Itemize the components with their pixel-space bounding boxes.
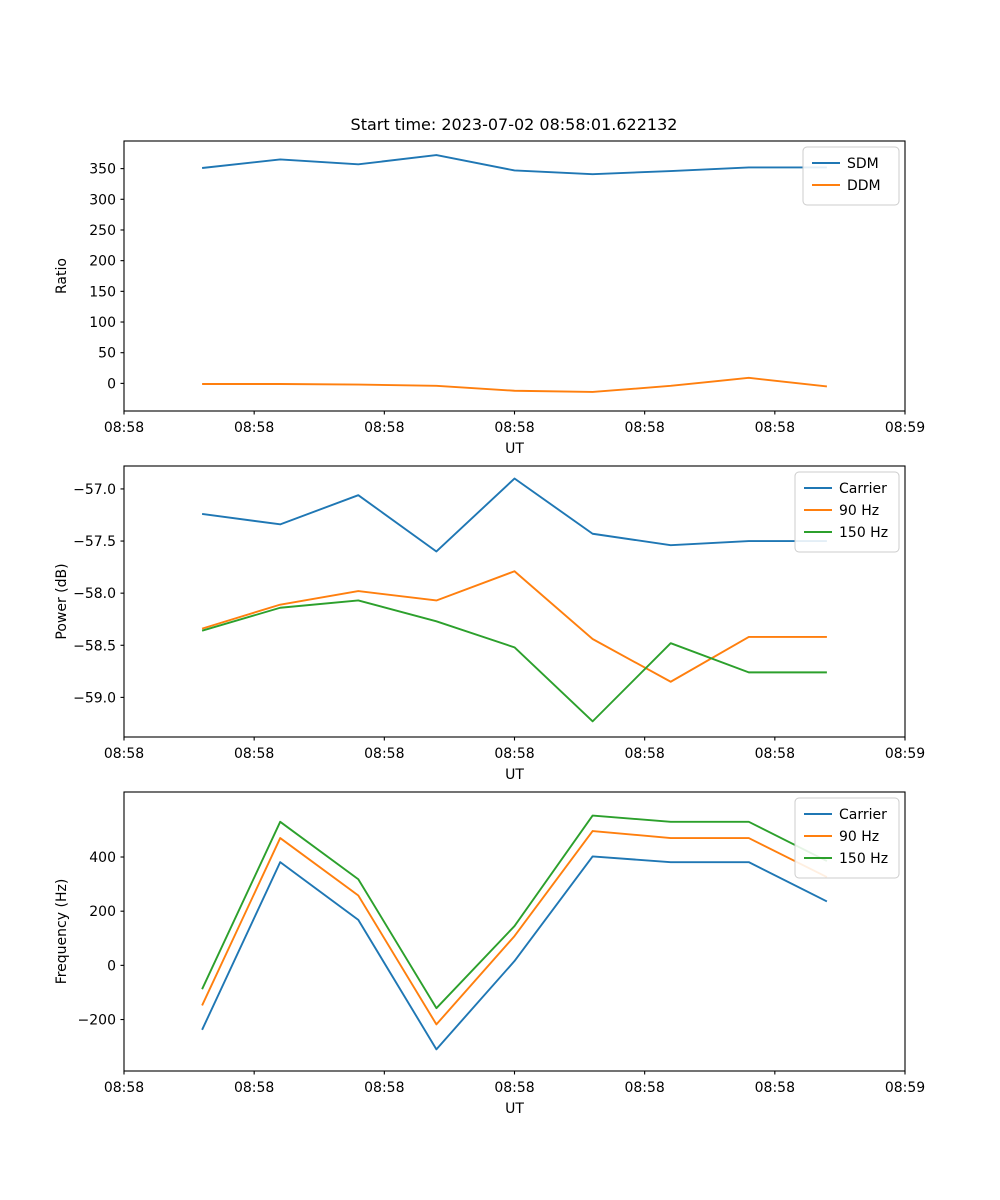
x-tick-label: 08:58 — [494, 420, 534, 436]
series-line-ddm — [202, 376, 828, 393]
data-lines — [201, 477, 827, 723]
legend-label-90-hz: 90 Hz — [839, 829, 879, 845]
y-tick-label: 0 — [107, 958, 116, 974]
x-tick-label: 08:58 — [234, 1080, 274, 1096]
y-tick-label: 350 — [89, 162, 116, 178]
x-tick-label: 08:58 — [234, 420, 274, 436]
y-tick-label: −57.5 — [73, 534, 116, 550]
y-tick-label: −200 — [78, 1013, 116, 1029]
x-tick-label: 08:58 — [755, 746, 795, 762]
x-tick-label: 08:58 — [104, 420, 144, 436]
y-tick-label: 150 — [89, 284, 116, 300]
x-axis-label: UT — [505, 1101, 524, 1117]
power-panel: −57.0 −57.5 −58.0 −58.5 −59.0 08:58 08:58 08:58… — [54, 465, 925, 783]
y-tick-label: −58.0 — [73, 586, 116, 602]
legend-background — [802, 146, 900, 206]
x-tick-label: 08:58 — [624, 420, 664, 436]
y-tick-label: 200 — [89, 904, 116, 920]
panels-root: 0 50 100 150 200 250 300 350 08:58 08:58 08:58 08:5… — [54, 140, 925, 1117]
y-tick-label: 200 — [89, 254, 116, 270]
x-tick-label: 08:59 — [885, 746, 925, 762]
y-tick-label: 250 — [89, 223, 116, 239]
x-tick-label: 08:58 — [624, 1080, 664, 1096]
series-line-90-hz — [201, 830, 828, 1026]
legend: Carrier 90 Hz 150 Hz — [794, 797, 900, 879]
legend-label-150-hz: 150 Hz — [839, 525, 888, 541]
series-line-sdm — [201, 154, 827, 176]
y-tick-label: 400 — [89, 850, 116, 866]
x-tick-label: 08:58 — [494, 1080, 534, 1096]
data-lines — [201, 154, 828, 393]
frequency-panel: −200 0 200 400 08:58 08:58 08:58 08:58 08:58 08:5… — [54, 791, 925, 1117]
legend: Carrier 90 Hz 150 Hz — [794, 471, 900, 553]
y-tick-label: 50 — [98, 346, 116, 362]
legend: SDM DDM — [802, 146, 900, 206]
x-tick-label: 08:58 — [755, 420, 795, 436]
y-axis-label: Ratio — [54, 258, 70, 294]
x-tick-label: 08:58 — [494, 746, 534, 762]
series-line-150-hz — [201, 599, 827, 723]
x-tick-label: 08:58 — [364, 420, 404, 436]
y-tick-label: 100 — [89, 315, 116, 331]
x-axis-label: UT — [505, 441, 524, 457]
ratio-panel: 0 50 100 150 200 250 300 350 08:58 08:58 08:58 08:5… — [54, 140, 925, 457]
x-tick-label: 08:58 — [104, 746, 144, 762]
legend-label-90-hz: 90 Hz — [839, 503, 879, 519]
x-tick-label: 08:58 — [364, 1080, 404, 1096]
legend-label-sdm: SDM — [847, 156, 879, 172]
series-line-carrier — [201, 855, 828, 1051]
x-tick-label: 08:58 — [364, 746, 404, 762]
x-axis-label: UT — [505, 767, 524, 783]
legend-label-150-hz: 150 Hz — [839, 851, 888, 867]
x-tick-label: 08:58 — [234, 746, 274, 762]
x-tick-label: 08:58 — [624, 746, 664, 762]
data-lines — [201, 814, 828, 1051]
legend-label-carrier: Carrier — [839, 807, 887, 823]
y-tick-label: 300 — [89, 192, 116, 208]
series-line-150-hz — [201, 814, 828, 1010]
y-axis-label: Power (dB) — [54, 563, 70, 639]
y-axis-label: Frequency (Hz) — [54, 879, 70, 985]
y-tick-label: −57.0 — [73, 482, 116, 498]
y-tick-label: 0 — [107, 376, 116, 392]
x-tick-label: 08:58 — [755, 1080, 795, 1096]
x-tick-label: 08:58 — [104, 1080, 144, 1096]
y-tick-label: −59.0 — [73, 690, 116, 706]
legend-label-carrier: Carrier — [839, 481, 887, 497]
x-tick-label: 08:59 — [885, 1080, 925, 1096]
y-tick-label: −58.5 — [73, 638, 116, 654]
legend-label-ddm: DDM — [847, 178, 881, 194]
figure-title: Start time: 2023-07-02 08:58:01.622132 — [351, 115, 678, 134]
series-line-90-hz — [201, 570, 827, 683]
x-tick-label: 08:59 — [885, 420, 925, 436]
series-line-carrier — [201, 477, 827, 553]
